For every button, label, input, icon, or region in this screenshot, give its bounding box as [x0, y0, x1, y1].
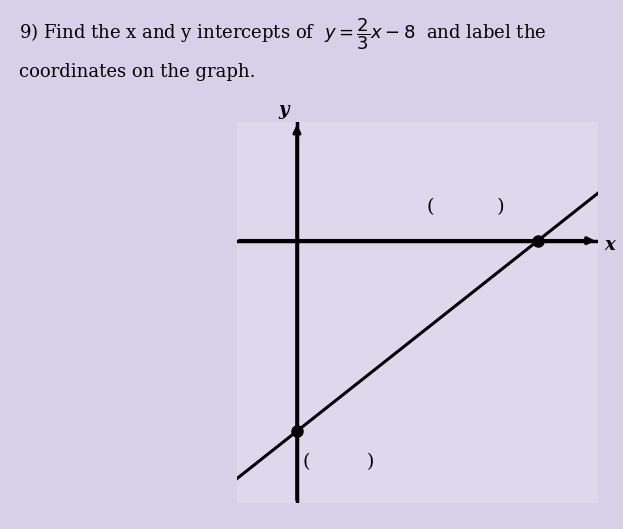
Text: (         ): ( )	[303, 453, 374, 471]
Text: coordinates on the graph.: coordinates on the graph.	[19, 63, 255, 81]
Text: x: x	[604, 236, 615, 254]
Text: (          ): ( )	[427, 198, 505, 216]
Text: y: y	[278, 101, 289, 118]
Text: 9) Find the x and y intercepts of  $y = \dfrac{2}{3}x-8$  and label the: 9) Find the x and y intercepts of $y = \…	[19, 16, 546, 51]
